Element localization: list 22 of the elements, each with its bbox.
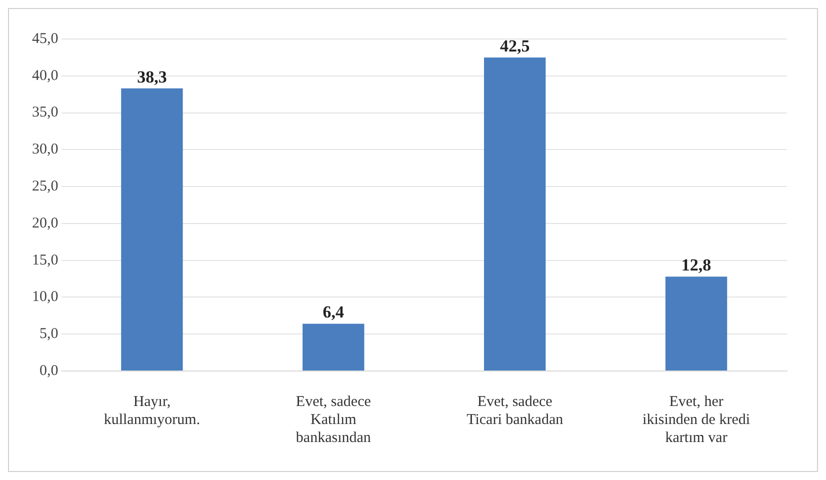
data-label: 12,8 xyxy=(681,255,712,274)
y-tick-label: 0,0 xyxy=(40,362,58,379)
y-tick-label: 35,0 xyxy=(32,104,58,121)
x-tick-label: Hayır, kullanmıyorum. xyxy=(104,394,200,428)
data-label: 6,4 xyxy=(322,302,345,322)
data-label: 38,3 xyxy=(137,67,167,86)
y-tick-label: 10,0 xyxy=(32,289,58,306)
bar xyxy=(484,57,546,370)
bar xyxy=(302,324,364,370)
y-tick-label: 25,0 xyxy=(32,178,58,194)
y-tick-label: 30,0 xyxy=(32,142,58,158)
bar xyxy=(121,88,183,370)
x-tick-label: Evet, her ikisinden de kredi kartım var xyxy=(642,394,750,446)
y-tick-label: 20,0 xyxy=(32,215,58,232)
bar xyxy=(665,276,728,370)
data-label: 42,5 xyxy=(500,36,530,56)
x-tick-label: Evet, sadece Ticari bankadan xyxy=(466,394,564,428)
y-tick-label: 15,0 xyxy=(32,252,58,268)
y-tick-label: 5,0 xyxy=(40,326,58,342)
x-tick-label: Evet, sadece Katılım bankasından xyxy=(296,394,372,446)
y-tick-label: 45,0 xyxy=(32,30,58,47)
y-tick-label: 40,0 xyxy=(32,68,58,84)
